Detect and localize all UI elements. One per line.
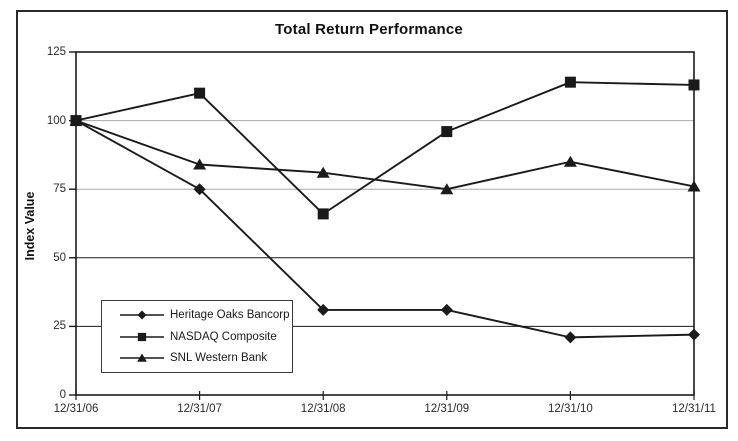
legend: Heritage Oaks Bancorp NASDAQ Composite SNL… — [101, 300, 293, 373]
diamond-marker-icon — [688, 328, 700, 341]
triangle-marker-icon — [687, 180, 701, 192]
square-marker-icon — [688, 79, 700, 91]
x-tick-label-12-31-08: 12/31/08 — [300, 403, 346, 415]
diamond-marker-icon — [440, 303, 453, 316]
legend-square-glyph-icon — [137, 332, 147, 341]
x-tick-label-12-31-09: 12/31/09 — [424, 403, 470, 415]
legend-label-heritage-oaks-bancorp: Heritage Oaks Bancorp — [170, 309, 290, 322]
legend-marker-square-icon — [120, 332, 164, 341]
y-tick-label-75: 75 — [53, 183, 66, 196]
series-line-nasdaq-composite — [75, 81, 695, 215]
triangle-marker-icon — [69, 114, 83, 126]
triangle-marker-icon — [193, 158, 207, 170]
y-tick-label-0: 0 — [59, 389, 66, 401]
y-tick-label-50: 50 — [53, 251, 66, 264]
y-tick-label-125: 125 — [46, 46, 66, 58]
legend-marker-diamond-icon — [120, 310, 164, 320]
triangle-marker-icon — [440, 183, 454, 195]
legend-triangle-glyph-icon — [137, 353, 147, 362]
legend-entry-snl-western-bank: SNL Western Bank — [102, 351, 292, 365]
triangle-marker-icon — [563, 155, 577, 167]
diamond-marker-icon — [564, 331, 577, 344]
x-tick-label-12-31-11: 12/31/11 — [672, 403, 716, 415]
series-line-snl-western-bank — [75, 119, 695, 191]
y-tick-label-25: 25 — [53, 320, 66, 333]
x-tick-label-12-31-07: 12/31/07 — [177, 403, 222, 415]
legend-label-nasdaq-composite: NASDAQ Composite — [170, 330, 277, 343]
triangle-marker-icon — [316, 166, 330, 178]
diamond-marker-icon — [317, 303, 330, 316]
y-tick-label-100: 100 — [46, 114, 66, 127]
legend-entry-heritage-oaks-bancorp: Heritage Oaks Bancorp — [102, 308, 292, 322]
legend-diamond-glyph-icon — [137, 310, 147, 320]
legend-label-snl-western-bank: SNL Western Bank — [170, 351, 268, 364]
square-marker-icon — [441, 126, 453, 138]
legend-marker-triangle-icon — [120, 353, 164, 362]
square-marker-icon — [564, 76, 576, 88]
square-marker-icon — [317, 208, 329, 220]
legend-entry-nasdaq-composite: NASDAQ Composite — [102, 330, 292, 344]
chart-title: Total Return Performance — [275, 21, 463, 38]
series-line-heritage-oaks-bancorp — [75, 119, 695, 339]
square-marker-icon — [194, 87, 206, 99]
plot-frame — [75, 51, 695, 396]
diamond-marker-icon — [193, 183, 206, 196]
x-tick-label-12-31-06: 12/31/06 — [53, 403, 99, 415]
x-tick-label-12-31-10: 12/31/10 — [548, 403, 593, 415]
